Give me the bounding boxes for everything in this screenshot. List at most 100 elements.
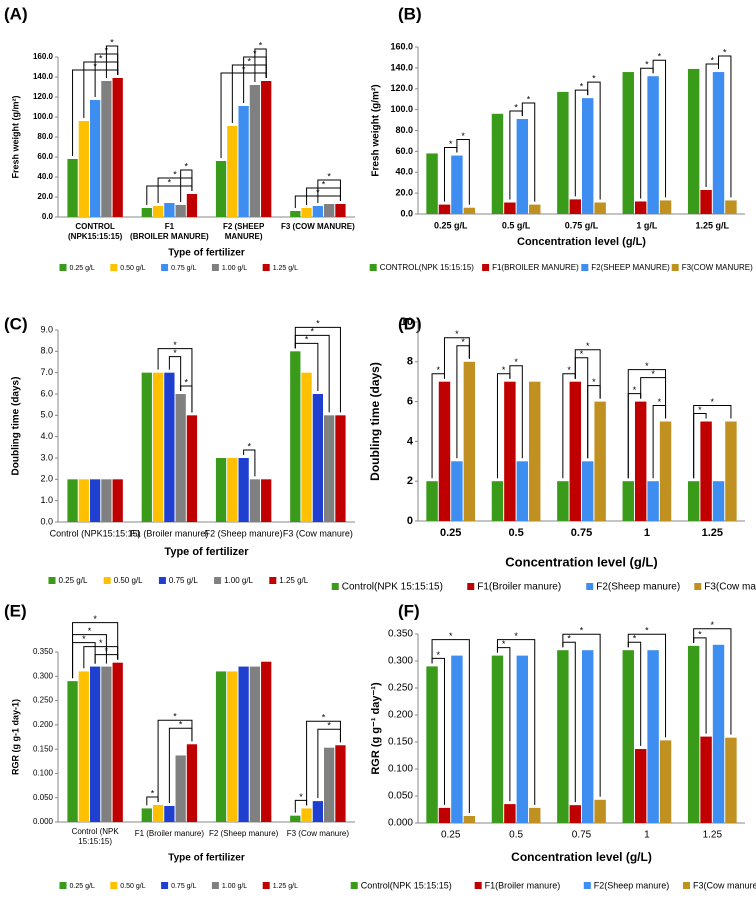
- significance-star: *: [658, 397, 662, 407]
- panel-label: (C): [4, 314, 28, 333]
- significance-bracket: [456, 139, 470, 205]
- y-axis-label: Fresh weight (g/m²): [371, 84, 382, 176]
- bar: [215, 671, 227, 822]
- legend-label: F3(Cow manure): [704, 582, 756, 593]
- significance-star: *: [502, 639, 506, 649]
- legend-swatch: [110, 264, 118, 271]
- x-tick-label: F1 (Broiler manure): [130, 528, 208, 538]
- significance-star: *: [580, 82, 584, 92]
- legend-label: 1.00 g/L: [222, 265, 247, 272]
- legend-label: 0.50 g/L: [114, 576, 143, 585]
- significance-star: *: [316, 319, 320, 329]
- legend-label: 0.25 g/L: [70, 265, 95, 272]
- legend-label: F1(Broiler manure): [485, 880, 561, 890]
- bar: [659, 200, 672, 214]
- bar: [582, 98, 594, 214]
- significance-star: *: [99, 638, 103, 648]
- x-tick-label: 0.5: [508, 527, 523, 539]
- significance-star: *: [567, 634, 571, 644]
- significance-star: *: [173, 169, 177, 179]
- x-tick-label: 0.75: [571, 527, 592, 539]
- bar: [186, 415, 198, 522]
- significance-bracket: [718, 55, 732, 198]
- bar: [175, 394, 186, 522]
- bar: [78, 479, 89, 522]
- y-axis-label: RGR (g g-1 day-1): [10, 699, 20, 775]
- significance-star: *: [514, 631, 518, 641]
- bar: [301, 808, 312, 822]
- y-tick-label: 20.0: [37, 192, 53, 201]
- bar: [112, 479, 123, 522]
- bar: [557, 481, 569, 521]
- legend-label: 1.00 g/L: [222, 883, 247, 890]
- bar: [529, 381, 541, 521]
- bar: [175, 205, 186, 217]
- y-tick-label: 0.150: [388, 737, 413, 748]
- significance-star: *: [633, 385, 637, 395]
- y-tick-label: 6.0: [40, 388, 53, 398]
- bar: [290, 351, 301, 522]
- significance-star: *: [299, 792, 303, 802]
- y-tick-label: 100.0: [390, 104, 413, 114]
- y-tick-label: 6: [407, 396, 413, 408]
- legend-swatch: [583, 882, 591, 889]
- x-tick-label: 1.25: [702, 527, 723, 539]
- bar: [634, 201, 647, 214]
- y-tick-label: 0.050: [33, 793, 54, 802]
- legend-swatch: [214, 577, 222, 584]
- significance-star: *: [455, 329, 459, 339]
- legend-swatch: [581, 264, 589, 271]
- x-tick-label: 1: [644, 527, 650, 539]
- significance-star: *: [711, 55, 715, 65]
- bar: [634, 749, 647, 823]
- significance-star: *: [322, 179, 326, 189]
- bar: [335, 745, 346, 822]
- legend-swatch: [161, 264, 169, 271]
- x-tick-label: 0.75: [572, 830, 592, 841]
- bar: [438, 381, 451, 521]
- bar: [261, 661, 272, 822]
- y-tick-label: 20.0: [395, 188, 413, 198]
- significance-bracket: [157, 719, 193, 802]
- significance-bracket: [627, 369, 667, 479]
- legend-label: 0.75 g/L: [171, 883, 196, 890]
- significance-bracket: [72, 622, 119, 679]
- y-tick-label: 0.300: [33, 671, 54, 680]
- x-tick-label: F3 (Cow manure): [287, 829, 350, 838]
- x-axis-label: Type of fertilizer: [164, 546, 249, 558]
- significance-star: *: [711, 397, 715, 407]
- x-tick-label: 15:15:15): [78, 837, 112, 846]
- bar: [261, 81, 272, 217]
- bar: [141, 208, 152, 217]
- y-tick-label: 120.0: [390, 83, 413, 93]
- x-tick-label: 0.25 g/L: [434, 220, 468, 230]
- bar: [67, 681, 78, 822]
- legend-label: 0.25 g/L: [70, 883, 95, 890]
- bar: [557, 91, 569, 214]
- bar: [687, 481, 700, 521]
- significance-bracket: [521, 102, 536, 202]
- bar: [238, 666, 249, 822]
- y-tick-label: 0.0: [42, 212, 54, 221]
- bar: [186, 744, 198, 822]
- y-tick-label: 8: [407, 356, 413, 368]
- bar: [89, 100, 101, 217]
- y-tick-label: 7.0: [40, 367, 53, 377]
- significance-bracket: [652, 59, 667, 198]
- bar: [249, 666, 261, 822]
- y-tick-label: 0.350: [388, 629, 413, 640]
- legend-swatch: [211, 882, 219, 889]
- significance-star: *: [185, 377, 189, 387]
- x-axis-label: Type of fertilizer: [168, 853, 245, 864]
- bar: [89, 666, 101, 822]
- significance-bracket: [509, 365, 523, 459]
- significance-bracket: [168, 356, 182, 391]
- bar: [335, 415, 346, 522]
- bar: [152, 206, 164, 217]
- y-tick-label: 0.100: [33, 769, 54, 778]
- significance-star: *: [711, 620, 715, 630]
- significance-star: *: [567, 365, 571, 375]
- y-tick-label: 160.0: [33, 52, 54, 61]
- bar: [426, 666, 438, 823]
- bar: [622, 72, 634, 214]
